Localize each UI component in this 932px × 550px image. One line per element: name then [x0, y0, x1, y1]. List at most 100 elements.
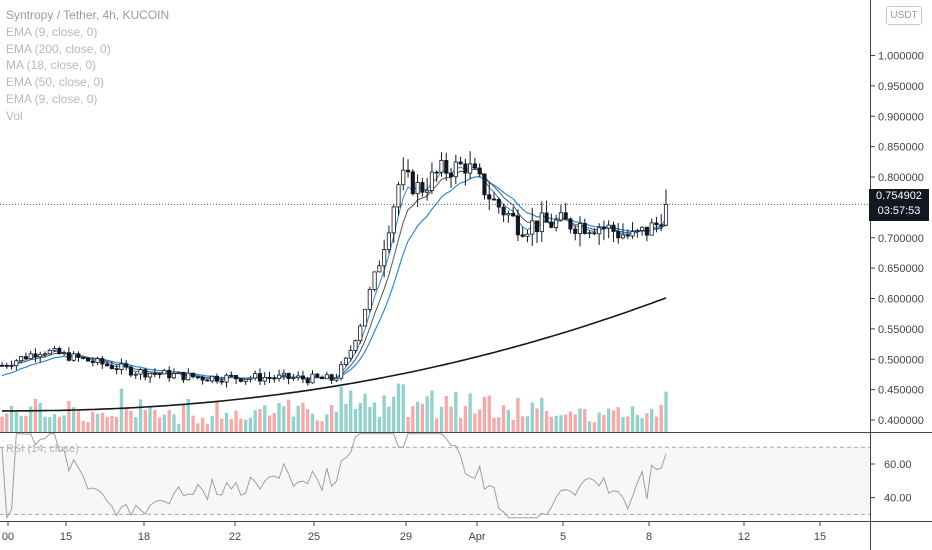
- volume-bar: [363, 393, 367, 432]
- candle-body: [85, 357, 91, 362]
- candle-body: [616, 231, 621, 239]
- volume-bar: [406, 417, 410, 432]
- volume-bar: [43, 416, 47, 432]
- candle-body: [463, 163, 468, 174]
- volume-bar: [492, 417, 496, 432]
- volume-bar: [530, 402, 534, 432]
- volume-bar: [310, 413, 315, 432]
- candle-body: [219, 380, 224, 383]
- volume-bar: [525, 416, 530, 432]
- candle-body: [568, 218, 573, 230]
- volume-bar: [153, 409, 157, 432]
- candle-body: [425, 190, 430, 193]
- volume-bar: [487, 395, 491, 432]
- legend-ma18[interactable]: MA (18, close, 0): [6, 58, 97, 73]
- volume-bar: [626, 416, 630, 432]
- volume-bar: [76, 411, 81, 432]
- volume-bar: [210, 416, 214, 432]
- candle-body: [496, 198, 501, 208]
- volume-bar: [339, 386, 343, 432]
- volume-bar: [325, 414, 329, 432]
- candle-body: [377, 265, 382, 273]
- candle-body: [448, 172, 454, 178]
- volume-bar: [554, 415, 558, 432]
- volume-bar: [635, 414, 639, 432]
- volume-bar: [71, 407, 76, 432]
- volume-bar: [91, 411, 95, 432]
- volume-bar: [114, 416, 119, 432]
- candle-body: [515, 215, 520, 236]
- rsi-line: [1, 433, 667, 520]
- legend-symbol-title: Syntropy / Tether, 4h, KUCOIN: [6, 8, 170, 22]
- volume-bar: [301, 402, 305, 432]
- candle-body: [506, 213, 511, 216]
- candle-body: [138, 369, 143, 375]
- volume-bar: [368, 406, 372, 432]
- volume-bar: [234, 410, 238, 432]
- candle-body: [348, 350, 353, 359]
- candle-body: [128, 366, 134, 376]
- volume-bar: [449, 406, 453, 432]
- candle-body: [23, 356, 28, 360]
- volume-bar: [607, 408, 611, 432]
- candle-body: [38, 353, 43, 358]
- volume-bar: [640, 418, 644, 432]
- price-axis-label: 0.600000: [878, 294, 924, 306]
- volume-bar: [157, 417, 162, 432]
- candle-body: [95, 358, 100, 364]
- candle-body: [200, 376, 205, 381]
- candle-body: [649, 222, 654, 236]
- volume-bar: [124, 407, 128, 432]
- volume-bar: [430, 390, 434, 432]
- volume-bar: [167, 409, 171, 432]
- volume-bar: [315, 420, 319, 432]
- candle-body: [391, 206, 396, 234]
- candle-body: [420, 182, 425, 193]
- volume-bar: [67, 400, 71, 432]
- volume-bar: [33, 398, 38, 432]
- candle-body: [573, 228, 578, 234]
- volume-bar: [435, 418, 439, 432]
- candle-body: [257, 373, 263, 382]
- volume-bar: [535, 408, 539, 432]
- volume-bar: [540, 397, 544, 432]
- legend-ema50[interactable]: EMA (50, close, 0): [6, 75, 105, 90]
- candle-body: [530, 220, 535, 235]
- volume-bar: [191, 415, 195, 432]
- volume-bar: [110, 415, 114, 432]
- volume-bar: [372, 402, 377, 432]
- candle-body: [214, 375, 220, 382]
- legend-ema200[interactable]: EMA (200, close, 0): [6, 41, 111, 56]
- candle-body: [401, 169, 406, 186]
- volume-bar: [105, 416, 109, 432]
- legend-volume[interactable]: Vol: [6, 108, 23, 123]
- time-axis-label: 15: [814, 531, 826, 543]
- volume-bar: [215, 402, 219, 432]
- candle-body: [319, 376, 325, 380]
- time-axis-label: 00: [2, 531, 14, 543]
- candle-body: [472, 163, 477, 169]
- candle-body: [372, 271, 377, 290]
- candle-body: [181, 371, 186, 381]
- candle-body: [19, 356, 24, 362]
- volume-bar: [401, 384, 405, 432]
- volume-bar: [9, 406, 14, 432]
- price-axis-label: 0.400000: [878, 415, 924, 427]
- volume-bar: [602, 414, 606, 432]
- volume-bar: [654, 416, 659, 432]
- candle-body: [511, 213, 516, 217]
- candle-body: [90, 360, 95, 364]
- candle-body: [587, 232, 592, 235]
- legend-ema9-second[interactable]: EMA (9, close, 0): [6, 91, 98, 106]
- candle-body: [592, 232, 597, 235]
- candle-body: [482, 173, 487, 196]
- candle-body: [549, 221, 554, 228]
- time-axis-label: Apr: [468, 531, 485, 543]
- candle-body: [468, 163, 473, 174]
- rsi-legend[interactable]: RSI (14, close): [6, 443, 79, 455]
- candle-body: [186, 372, 191, 381]
- currency-button[interactable]: USDT: [886, 6, 922, 25]
- candle-body: [558, 212, 563, 221]
- legend-ema9[interactable]: EMA (9, close, 0): [6, 24, 98, 39]
